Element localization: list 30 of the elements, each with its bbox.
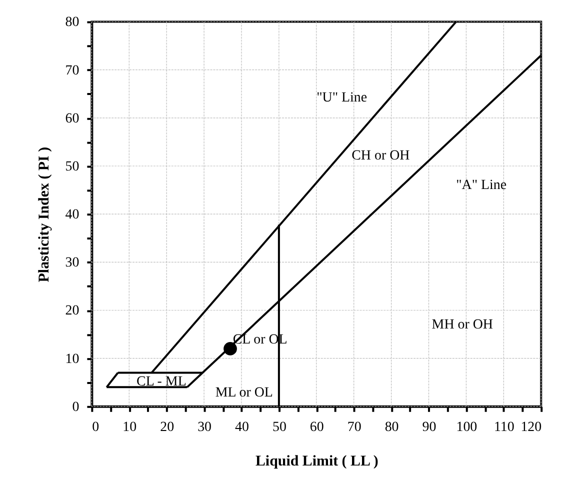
annotation: CL - ML [136, 374, 186, 390]
y-tick-label: 80 [65, 15, 80, 30]
x-tick-label: 40 [235, 420, 249, 435]
x-tick-label: 10 [122, 420, 137, 435]
x-tick-label: 50 [272, 420, 286, 435]
x-tick-label: 0 [92, 420, 100, 435]
x-tick-label: 70 [347, 420, 362, 435]
x-axis-title: Liquid Limit ( LL ) [255, 454, 378, 470]
y-axis-title: Plasticity Index ( PI ) [36, 146, 52, 282]
annotation: "U" Line [316, 90, 368, 106]
y-tick-label: 70 [65, 63, 80, 78]
y-tick-label: 20 [65, 304, 80, 319]
x-tick-label: 90 [422, 420, 436, 435]
y-tick-label: 0 [72, 400, 80, 415]
y-tick-label: 60 [65, 111, 80, 126]
annotation: MH or OH [432, 318, 493, 333]
x-tick-label: 100 [456, 420, 478, 435]
x-tick-label: 80 [384, 420, 399, 435]
x-tick-label: 60 [310, 420, 324, 435]
x-tick-label: 30 [198, 420, 212, 435]
y-tick-label: 10 [65, 352, 80, 367]
y-tick-label: 30 [65, 256, 80, 271]
annotation: ML or OL [215, 385, 273, 400]
x-tick-label: 110 [494, 420, 514, 435]
annotation: CH or OH [352, 148, 410, 164]
annotation: "A" Line [456, 178, 507, 194]
x-tick-label: 120 [520, 420, 542, 435]
y-tick-label: 50 [65, 159, 80, 174]
x-tick-label: 20 [160, 420, 174, 435]
y-tick-label: 40 [65, 208, 80, 223]
